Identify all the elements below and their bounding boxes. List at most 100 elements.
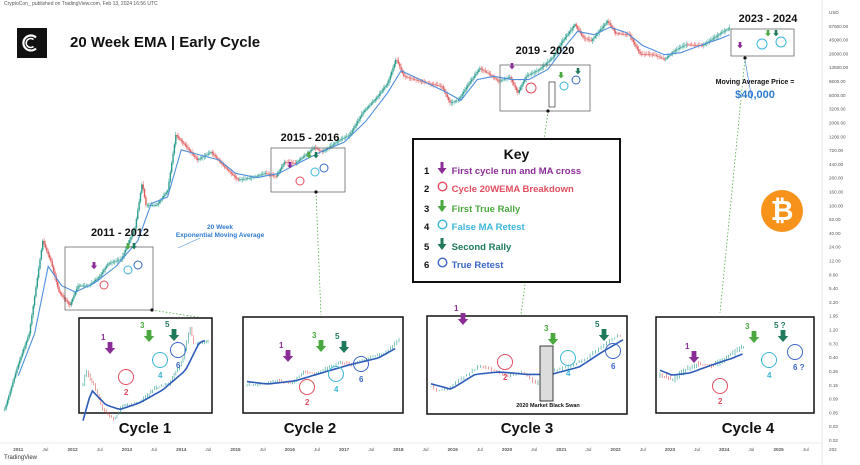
price-candle [298, 159, 301, 162]
price-candle [388, 79, 390, 84]
price-candle [112, 261, 115, 263]
inset-arrow-icon [338, 341, 350, 353]
price-candle [416, 79, 419, 81]
circle-marker-icon [319, 163, 329, 173]
inset-circle-icon [761, 352, 777, 368]
price-candle [213, 153, 215, 155]
inset-arrow-icon [748, 331, 760, 343]
price-candle [75, 288, 78, 293]
price-candle [312, 148, 314, 150]
key-item-label: False MA Retest [451, 222, 525, 233]
price-candle [320, 150, 322, 152]
price-candle [263, 173, 265, 175]
price-candle [648, 54, 651, 56]
price-candle [305, 154, 307, 156]
key-item-6: 6 True Retest [424, 257, 503, 273]
inset-marker-number: 1 [279, 341, 284, 350]
price-candle [564, 37, 567, 40]
price-candle [274, 175, 276, 177]
price-candle [662, 58, 664, 59]
black-swan-box-small [548, 81, 556, 108]
cycle-label-2: Cycle 2 [283, 420, 337, 437]
price-candle [703, 44, 705, 46]
price-candle [437, 85, 439, 86]
price-candle [659, 57, 662, 58]
inset-marker-number: 4 [767, 371, 772, 380]
price-candle [420, 81, 423, 82]
price-candle [242, 179, 245, 180]
price-candle [309, 151, 311, 153]
price-candle [525, 76, 527, 80]
price-candle [396, 60, 398, 61]
price-candle [685, 44, 687, 46]
circle-marker-icon [295, 176, 305, 186]
price-candle [329, 146, 332, 148]
price-candle [419, 80, 421, 82]
x-tick-label: 2019 [448, 447, 459, 452]
price-candle [621, 33, 624, 35]
price-candle [625, 34, 628, 35]
price-candle [381, 90, 383, 93]
price-candle [397, 60, 400, 64]
price-candle [602, 26, 605, 28]
price-candle [50, 257, 52, 262]
price-candle [479, 68, 481, 71]
price-candle [196, 158, 199, 161]
price-candle [574, 24, 576, 27]
price-candle [150, 204, 153, 206]
price-candle [166, 190, 169, 193]
price-candle [343, 137, 345, 139]
price-candle [282, 164, 284, 167]
price-candle [85, 285, 87, 287]
inset-marker-number: 6 ? [793, 363, 805, 372]
price-candle [113, 261, 116, 262]
y-tick-label: 0.09 [829, 397, 838, 402]
price-candle [464, 89, 466, 92]
price-candle [62, 295, 64, 297]
price-candle [267, 173, 269, 175]
price-candle [257, 175, 260, 177]
price-candle [503, 79, 506, 80]
price-candle [591, 39, 594, 41]
inset-circle-icon [299, 379, 315, 395]
inset-circle-icon [353, 356, 369, 372]
price-candle [101, 272, 104, 275]
price-candle [537, 70, 539, 71]
price-candle [39, 259, 41, 269]
price-candle [40, 250, 43, 260]
circle-marker-icon [133, 260, 143, 270]
price-candle [268, 174, 271, 175]
price-candle [109, 262, 112, 264]
price-candle [94, 279, 97, 282]
x-tick-label: Jul [477, 447, 483, 452]
price-candle [332, 144, 334, 146]
x-tick-label: Jul [748, 447, 754, 452]
bitcoin-icon: ₿ [761, 190, 803, 232]
price-candle [568, 31, 571, 34]
x-tick-label: Jul [423, 447, 429, 452]
inset-marker-number: 6 [176, 361, 181, 370]
price-candle [207, 153, 210, 155]
inset-marker-number: 2 [305, 398, 310, 407]
inset-arrow-icon [168, 329, 180, 341]
price-candle [441, 86, 443, 87]
price-candle [475, 73, 477, 76]
price-candle [666, 57, 668, 59]
x-tick-label: 2020 [502, 447, 513, 452]
x-tick-label: Jul [640, 447, 646, 452]
circle-marker-icon [559, 81, 569, 91]
y-tick-label: 45000.00 [829, 38, 849, 43]
price-candle [528, 74, 530, 76]
price-candle [4, 409, 6, 410]
price-candle [234, 176, 237, 178]
y-tick-label: 0.02 [829, 438, 838, 443]
y-tick-label: 62.00 [829, 217, 841, 222]
price-candle [490, 74, 492, 76]
y-tick-label: 0.03 [829, 424, 838, 429]
inset-arrow-icon [143, 330, 155, 342]
price-candle [631, 37, 633, 40]
price-candle [354, 125, 356, 129]
price-candle [141, 184, 143, 194]
arrow-down-icon [306, 152, 312, 159]
period-label-1: 2011 - 2012 [90, 227, 150, 239]
